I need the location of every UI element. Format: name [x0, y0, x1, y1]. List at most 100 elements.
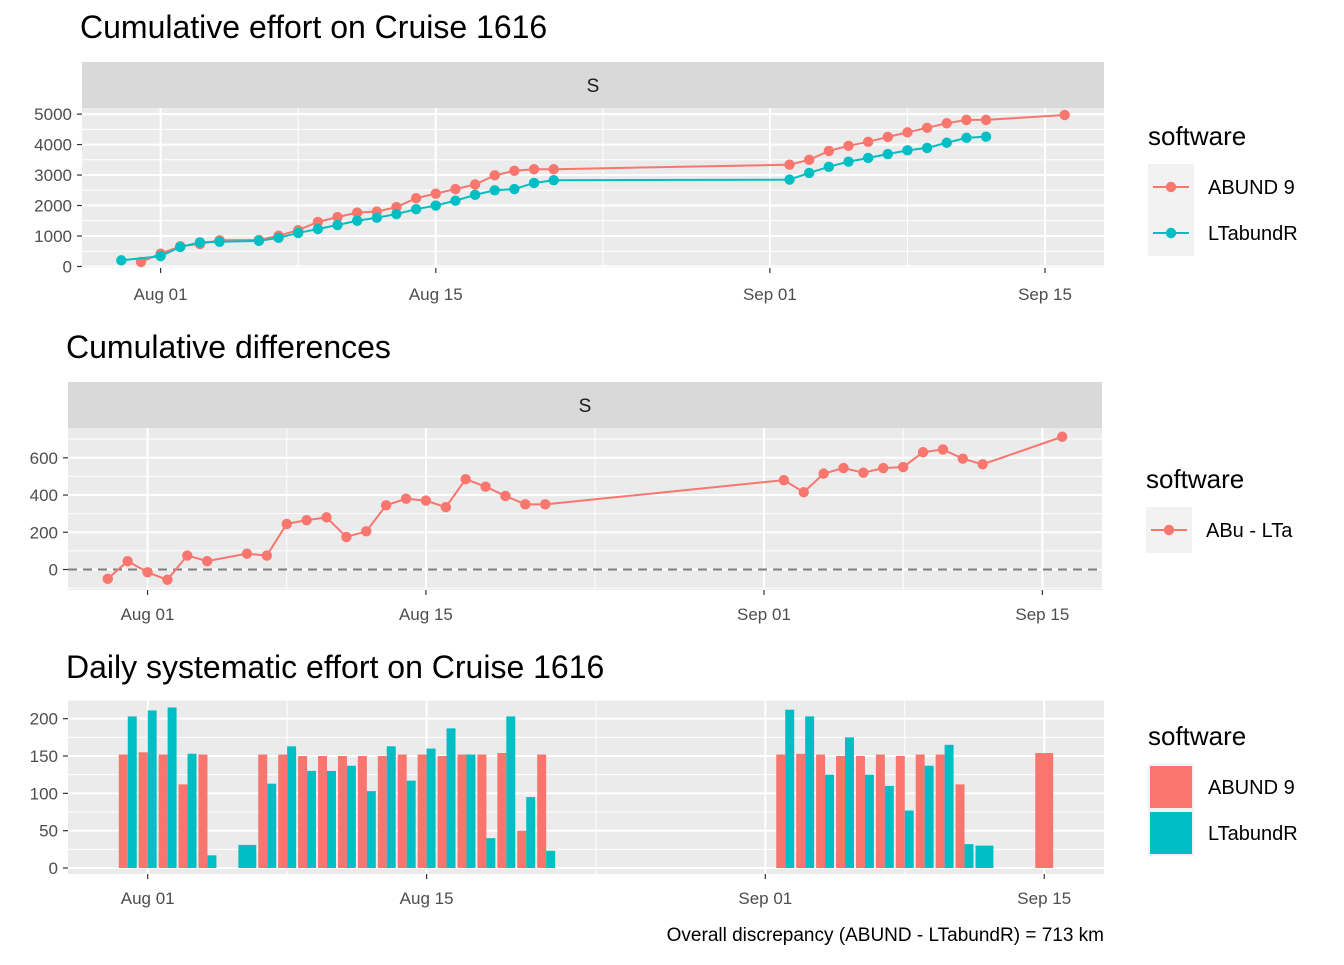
bar [307, 770, 317, 869]
data-point [798, 487, 809, 498]
bar [346, 765, 356, 869]
legend-title: software [1148, 121, 1246, 151]
y-tick-label: 600 [30, 449, 58, 468]
data-point [122, 555, 133, 567]
legend-key-point [1165, 181, 1177, 193]
bar [805, 716, 815, 869]
chart-title: Daily systematic effort on Cruise 1616 [66, 649, 604, 685]
bar [127, 716, 137, 869]
data-point [902, 127, 913, 138]
bar [1035, 753, 1054, 869]
bar [198, 754, 208, 869]
bar [785, 709, 795, 869]
data-point [1057, 431, 1068, 442]
data-point [469, 179, 481, 190]
data-point [957, 453, 969, 464]
data-point [391, 208, 402, 220]
data-point [878, 462, 889, 474]
bar [477, 754, 487, 869]
data-point [1059, 109, 1070, 121]
data-point [321, 512, 332, 523]
data-point [281, 518, 292, 530]
legend-title: software [1148, 721, 1246, 751]
data-point [460, 474, 471, 485]
y-tick-label: 100 [30, 784, 58, 803]
y-tick-label: 400 [30, 486, 58, 505]
x-tick-label: Aug 01 [121, 605, 175, 624]
x-tick-label: Sep 15 [1018, 285, 1072, 304]
data-point [902, 145, 913, 156]
bar [167, 707, 177, 869]
facet-strip [68, 382, 1102, 428]
data-point [528, 177, 540, 189]
data-point [937, 444, 949, 455]
bar [825, 774, 835, 869]
y-tick-label: 200 [30, 523, 58, 542]
panel-background [68, 428, 1102, 590]
x-tick-label: Sep 15 [1015, 605, 1069, 624]
data-point [380, 500, 392, 511]
bar [935, 754, 945, 869]
bar [836, 756, 845, 869]
bar [426, 748, 436, 869]
data-point [784, 174, 795, 185]
data-point [261, 550, 273, 561]
legend-title: software [1146, 464, 1244, 494]
data-point [941, 118, 952, 129]
bar [397, 754, 407, 869]
data-point [803, 154, 815, 166]
bar [278, 754, 288, 869]
bar [327, 770, 336, 869]
data-point [341, 531, 352, 543]
data-point [509, 183, 520, 195]
data-point [142, 567, 153, 578]
chart-caption: Overall discrepancy (ABUND - LTabundR) =… [667, 925, 1104, 946]
bar [298, 756, 308, 869]
y-tick-label: 0 [63, 257, 72, 276]
bar [517, 830, 527, 869]
data-point [917, 447, 929, 458]
bar [904, 810, 914, 869]
chart-title: Cumulative effort on Cruise 1616 [80, 9, 547, 45]
x-tick-label: Aug 01 [121, 889, 175, 908]
data-point [882, 148, 894, 160]
data-point [273, 232, 284, 244]
data-point [440, 501, 452, 513]
data-point [420, 495, 432, 506]
x-tick-label: Aug 15 [409, 285, 463, 304]
data-point [548, 175, 559, 186]
data-point [961, 114, 972, 126]
legend: software ABUND 9 LTabundR [1148, 721, 1298, 856]
legend-label: LTabundR [1208, 823, 1298, 845]
chart-panel-3: Daily systematic effort on Cruise 1616 0 5… [30, 649, 1298, 946]
bar [287, 746, 297, 869]
data-point [253, 235, 265, 247]
legend-key-point [1165, 227, 1177, 239]
data-point [548, 164, 559, 175]
legend-label: LTabundR [1208, 223, 1298, 245]
bar [506, 716, 516, 869]
data-point [371, 212, 383, 223]
bar [377, 756, 387, 869]
bar [187, 753, 197, 869]
y-tick-label: 150 [30, 747, 58, 766]
bar [546, 850, 556, 869]
data-point [241, 548, 253, 559]
bar [944, 744, 954, 869]
chart-panel-1: Cumulative effort on Cruise 1616 S 0 1000 20… [34, 9, 1298, 304]
data-point [332, 211, 343, 223]
legend-label: ABUND 9 [1208, 777, 1295, 799]
bar [864, 774, 874, 869]
data-point [897, 461, 909, 473]
x-tick-label: Aug 15 [400, 889, 454, 908]
bar [855, 756, 865, 869]
data-point [155, 250, 166, 262]
data-point [961, 132, 972, 144]
legend-key-swatch [1150, 812, 1192, 854]
data-point [520, 499, 531, 510]
bar [875, 754, 885, 869]
bar [884, 785, 894, 869]
x-tick-label: Aug 01 [134, 285, 188, 304]
x-tick-label: Sep 01 [737, 605, 791, 624]
bar [267, 783, 277, 869]
